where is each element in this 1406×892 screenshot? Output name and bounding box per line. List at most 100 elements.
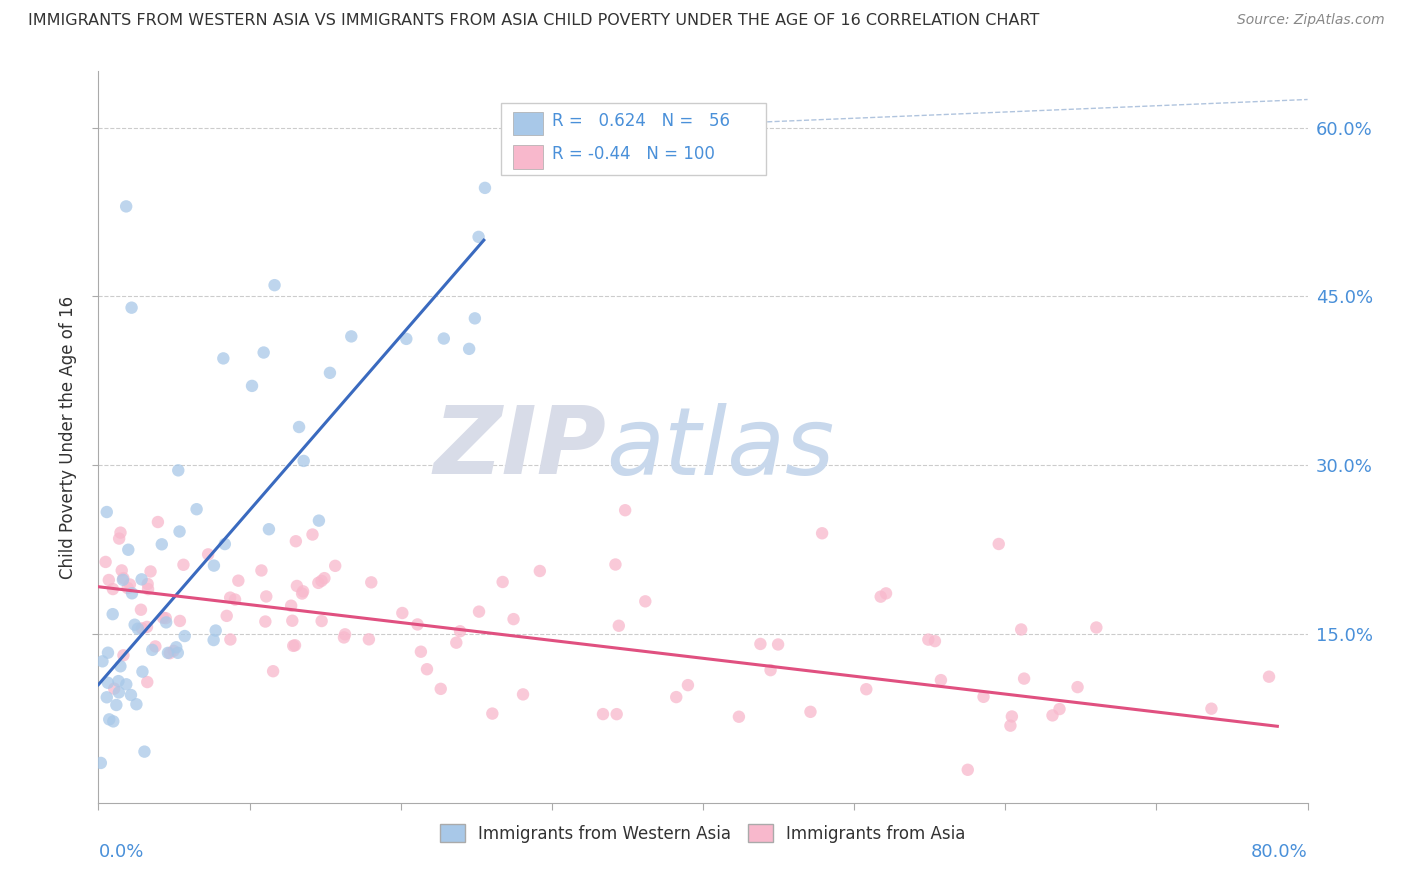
Point: [228, 574, 250, 588]
Point: [1066, 680, 1088, 694]
Point: [308, 514, 330, 528]
Point: [101, 582, 124, 596]
Point: [263, 278, 285, 293]
Point: [592, 707, 614, 722]
Point: [96, 690, 118, 705]
Text: Source: ZipAtlas.com: Source: ZipAtlas.com: [1237, 13, 1385, 28]
Point: [212, 351, 235, 366]
Point: [125, 698, 148, 712]
Point: [284, 638, 307, 652]
Point: [676, 678, 699, 692]
Point: [284, 534, 307, 549]
Point: [467, 230, 489, 244]
Point: [167, 463, 190, 477]
Point: [333, 627, 356, 641]
Point: [98, 712, 121, 726]
Point: [855, 682, 877, 697]
Point: [759, 663, 782, 677]
Point: [634, 594, 657, 608]
Point: [301, 527, 323, 541]
Point: [254, 590, 277, 604]
Point: [134, 745, 156, 759]
Point: [665, 690, 688, 704]
Point: [502, 612, 524, 626]
Point: [162, 644, 184, 658]
Point: [291, 586, 314, 600]
Point: [391, 606, 413, 620]
Point: [215, 608, 238, 623]
Point: [219, 591, 242, 605]
Point: [323, 558, 346, 573]
Point: [512, 687, 534, 701]
Point: [204, 624, 226, 638]
Point: [917, 632, 939, 647]
Point: [107, 674, 129, 689]
Point: [136, 675, 159, 690]
Point: [973, 690, 995, 704]
Point: [136, 582, 159, 596]
Point: [1201, 701, 1223, 715]
Point: [1010, 623, 1032, 637]
Point: [283, 639, 305, 653]
Point: [395, 332, 418, 346]
Point: [94, 555, 117, 569]
Point: [202, 633, 225, 648]
Point: [110, 659, 132, 673]
Point: [1012, 672, 1035, 686]
Point: [103, 714, 125, 729]
Point: [112, 571, 135, 585]
Point: [449, 624, 471, 639]
Point: [614, 503, 637, 517]
Point: [131, 665, 153, 679]
Text: atlas: atlas: [606, 402, 835, 493]
Text: ZIP: ZIP: [433, 402, 606, 494]
Point: [141, 643, 163, 657]
FancyBboxPatch shape: [501, 103, 766, 175]
Point: [219, 632, 242, 647]
Point: [956, 763, 979, 777]
Point: [446, 635, 468, 649]
Point: [924, 634, 946, 648]
Point: [253, 345, 276, 359]
Point: [811, 526, 834, 541]
Point: [165, 640, 187, 655]
Point: [929, 673, 952, 687]
Point: [139, 565, 162, 579]
Point: [155, 611, 177, 625]
Point: [292, 454, 315, 468]
Text: 80.0%: 80.0%: [1251, 843, 1308, 861]
Point: [468, 605, 491, 619]
Point: [97, 646, 120, 660]
Point: [214, 537, 236, 551]
Point: [1001, 709, 1024, 723]
Point: [224, 592, 246, 607]
Point: [481, 706, 503, 721]
Point: [169, 524, 191, 539]
Point: [146, 515, 169, 529]
Point: [491, 574, 513, 589]
Point: [1000, 719, 1022, 733]
Point: [728, 710, 751, 724]
Point: [112, 648, 135, 663]
Point: [799, 705, 821, 719]
Point: [121, 301, 143, 315]
Point: [285, 579, 308, 593]
Point: [129, 603, 152, 617]
Point: [875, 586, 897, 600]
Point: [406, 617, 429, 632]
Point: [96, 505, 118, 519]
Point: [254, 615, 277, 629]
Point: [869, 590, 891, 604]
Point: [117, 542, 139, 557]
Point: [529, 564, 551, 578]
Point: [433, 332, 456, 346]
Point: [120, 688, 142, 702]
Point: [156, 646, 179, 660]
Point: [131, 621, 153, 635]
Point: [1258, 670, 1281, 684]
Point: [124, 617, 146, 632]
Point: [257, 522, 280, 536]
Point: [186, 502, 208, 516]
Y-axis label: Child Poverty Under the Age of 16: Child Poverty Under the Age of 16: [59, 295, 77, 579]
Text: 0.0%: 0.0%: [98, 843, 143, 861]
